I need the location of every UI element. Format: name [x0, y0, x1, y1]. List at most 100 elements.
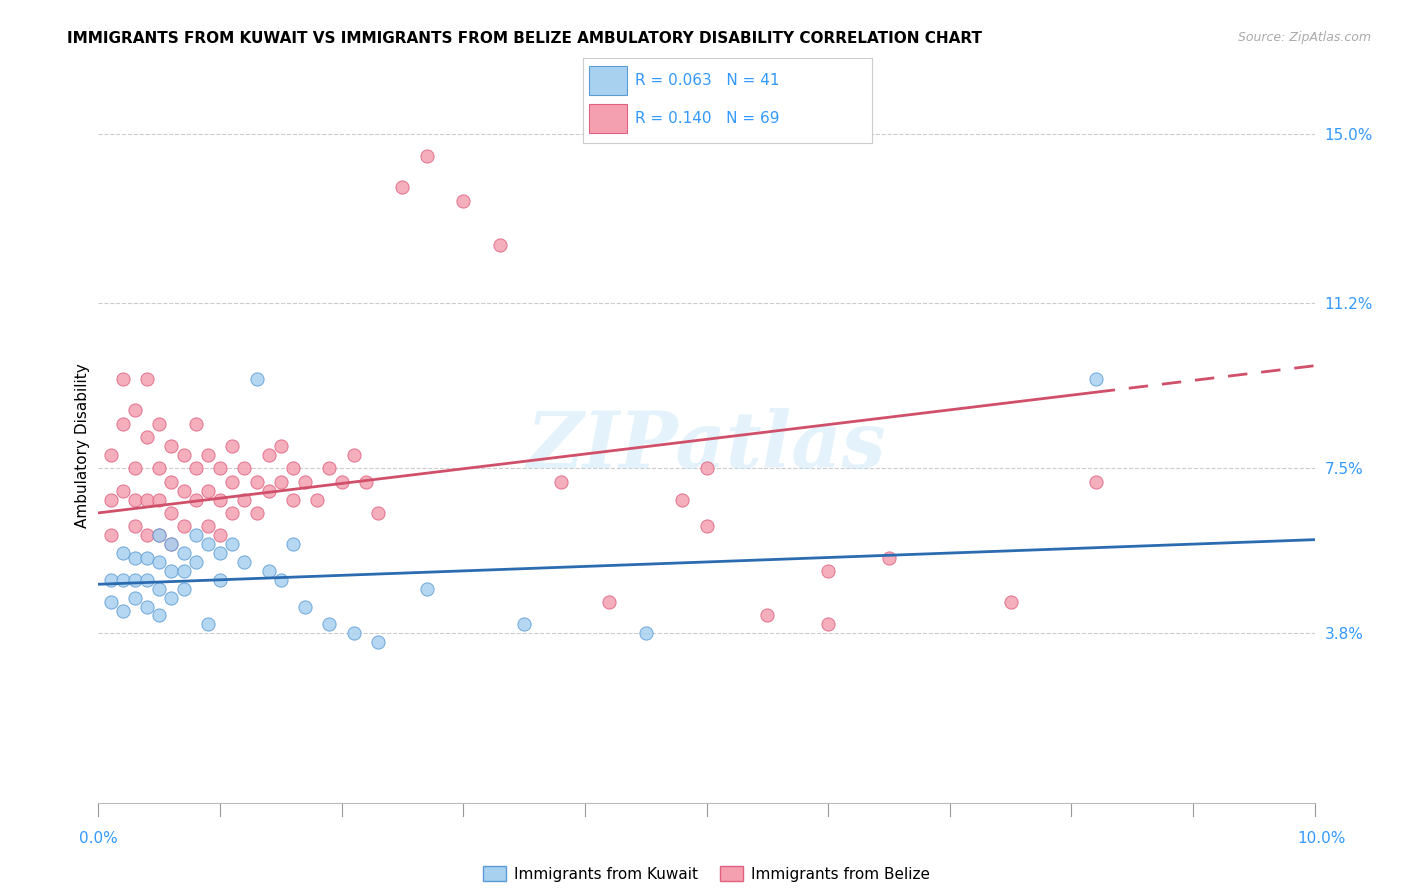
Point — [270, 475, 292, 489]
Point — [197, 617, 219, 632]
Point — [136, 372, 159, 386]
Point — [513, 617, 536, 632]
Point — [100, 573, 122, 587]
Point — [160, 537, 183, 551]
Point — [148, 528, 170, 542]
Point — [817, 617, 839, 632]
Point — [148, 555, 170, 569]
Point — [221, 439, 243, 453]
Point — [173, 448, 195, 462]
FancyBboxPatch shape — [589, 103, 627, 133]
Point — [343, 626, 366, 640]
Point — [488, 238, 510, 252]
Point — [1000, 595, 1022, 609]
Text: R = 0.140   N = 69: R = 0.140 N = 69 — [636, 111, 780, 126]
Point — [124, 519, 146, 533]
Point — [173, 564, 195, 578]
Point — [197, 537, 219, 551]
Point — [124, 591, 146, 605]
Point — [233, 461, 256, 475]
Point — [233, 492, 256, 507]
Point — [100, 448, 122, 462]
FancyBboxPatch shape — [589, 67, 627, 95]
Point — [209, 528, 232, 542]
Point — [136, 599, 159, 614]
Point — [148, 582, 170, 596]
Point — [160, 439, 183, 453]
Point — [160, 564, 183, 578]
Text: R = 0.063   N = 41: R = 0.063 N = 41 — [636, 73, 780, 88]
Point — [391, 180, 413, 194]
Point — [111, 483, 134, 498]
Point — [209, 573, 232, 587]
Text: ZIPatlas: ZIPatlas — [527, 408, 886, 484]
Point — [160, 506, 183, 520]
Point — [100, 492, 122, 507]
Point — [367, 635, 389, 649]
Point — [124, 403, 146, 417]
Point — [136, 573, 159, 587]
Point — [184, 417, 207, 431]
Point — [124, 492, 146, 507]
Point — [148, 528, 170, 542]
Point — [307, 492, 329, 507]
Point — [330, 475, 353, 489]
Point — [343, 448, 366, 462]
Point — [294, 599, 316, 614]
Point — [245, 372, 267, 386]
Point — [184, 528, 207, 542]
Point — [416, 582, 439, 596]
Point — [318, 461, 340, 475]
Point — [318, 617, 340, 632]
Point — [197, 448, 219, 462]
Point — [550, 475, 572, 489]
Point — [233, 555, 256, 569]
Point — [136, 492, 159, 507]
Point — [294, 475, 316, 489]
Text: 0.0%: 0.0% — [79, 831, 118, 846]
Point — [124, 461, 146, 475]
Point — [634, 626, 657, 640]
Point — [453, 194, 475, 208]
Point — [696, 461, 718, 475]
Point — [257, 483, 280, 498]
Point — [756, 608, 779, 623]
Point — [817, 564, 839, 578]
Point — [111, 573, 134, 587]
Point — [1084, 475, 1107, 489]
Point — [257, 448, 280, 462]
Point — [184, 461, 207, 475]
Point — [136, 430, 159, 444]
Point — [173, 519, 195, 533]
Point — [148, 417, 170, 431]
Text: Source: ZipAtlas.com: Source: ZipAtlas.com — [1237, 31, 1371, 45]
Point — [173, 483, 195, 498]
Legend: Immigrants from Kuwait, Immigrants from Belize: Immigrants from Kuwait, Immigrants from … — [477, 860, 936, 888]
Point — [1084, 372, 1107, 386]
Point — [270, 439, 292, 453]
Point — [111, 546, 134, 560]
Point — [281, 537, 304, 551]
Point — [148, 461, 170, 475]
Point — [221, 475, 243, 489]
Point — [173, 582, 195, 596]
Point — [100, 595, 122, 609]
Point — [124, 573, 146, 587]
Point — [598, 595, 620, 609]
Point — [160, 537, 183, 551]
Point — [100, 528, 122, 542]
Point — [111, 604, 134, 618]
Point — [245, 506, 267, 520]
Point — [197, 519, 219, 533]
Point — [197, 483, 219, 498]
Point — [136, 528, 159, 542]
Text: 10.0%: 10.0% — [1298, 831, 1346, 846]
Point — [184, 492, 207, 507]
Y-axis label: Ambulatory Disability: Ambulatory Disability — [75, 364, 90, 528]
Point — [281, 461, 304, 475]
Point — [877, 550, 900, 565]
Point — [111, 372, 134, 386]
Point — [111, 417, 134, 431]
Point — [257, 564, 280, 578]
Point — [148, 492, 170, 507]
